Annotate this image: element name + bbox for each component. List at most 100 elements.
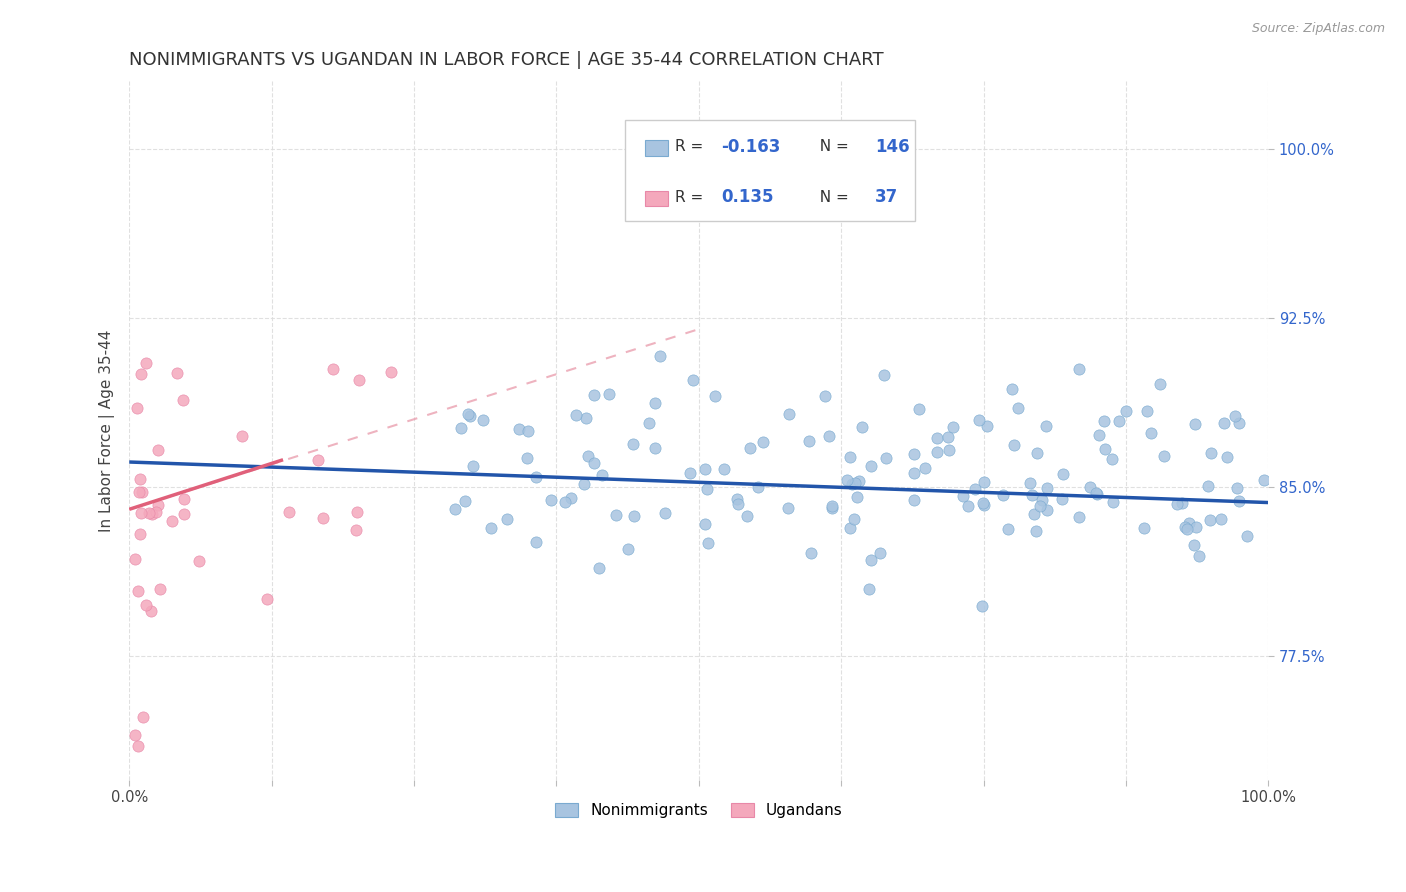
Point (312, 511, 335, 525)
Point (644, 396, 666, 410)
Point (973, 498, 995, 512)
Point (479, 521, 502, 535)
Point (682, 373, 704, 387)
Point (139, 604, 162, 618)
Point (973, 475, 995, 489)
Point (1092, 414, 1115, 428)
Point (582, 457, 605, 471)
Point (621, 437, 644, 451)
Point (516, 451, 538, 466)
Point (738, 441, 761, 455)
Point (727, 497, 749, 511)
Point (1188, 549, 1211, 563)
Point (1052, 467, 1074, 481)
Point (967, 413, 990, 427)
Point (1025, 446, 1047, 460)
Point (454, 494, 477, 508)
Y-axis label: In Labor Force | Age 35-44: In Labor Force | Age 35-44 (100, 329, 115, 532)
Point (1007, 401, 1029, 415)
Point (838, 521, 860, 535)
Point (173, 507, 195, 521)
Point (231, 428, 253, 442)
Point (1087, 428, 1109, 442)
Point (138, 506, 160, 520)
Point (1253, 473, 1275, 487)
Point (256, 591, 278, 606)
Point (141, 507, 163, 521)
Point (578, 450, 600, 464)
Point (965, 483, 987, 497)
Point (124, 727, 146, 741)
Point (560, 491, 582, 505)
Point (873, 368, 896, 382)
Point (1025, 524, 1047, 538)
Point (693, 462, 716, 476)
Point (598, 387, 620, 401)
FancyBboxPatch shape (645, 191, 668, 206)
Point (704, 389, 727, 403)
Point (605, 508, 627, 522)
Point (1028, 499, 1050, 513)
Point (1085, 487, 1108, 501)
Text: R =: R = (675, 190, 709, 204)
Point (127, 584, 149, 599)
Point (127, 401, 149, 415)
Point (858, 582, 880, 597)
Point (713, 462, 735, 476)
Text: 0.135: 0.135 (721, 188, 773, 206)
Point (1101, 451, 1123, 466)
Point (844, 475, 866, 490)
Point (1019, 475, 1042, 490)
Point (1031, 492, 1053, 507)
Point (540, 492, 562, 507)
Point (160, 514, 183, 528)
Point (1199, 446, 1222, 460)
Point (457, 407, 479, 421)
Point (188, 554, 211, 568)
Point (145, 505, 167, 519)
Point (993, 488, 1015, 502)
Point (1001, 383, 1024, 397)
Point (149, 582, 172, 596)
Point (461, 459, 484, 474)
Point (679, 466, 702, 480)
Point (128, 526, 150, 541)
Point (1171, 496, 1194, 510)
FancyBboxPatch shape (645, 140, 668, 156)
Point (696, 482, 718, 496)
Point (1216, 450, 1239, 464)
Point (903, 492, 925, 507)
Point (517, 424, 540, 438)
Point (644, 441, 666, 455)
Point (860, 459, 883, 474)
Point (1084, 486, 1107, 500)
Point (851, 420, 873, 434)
Text: NONIMMIGRANTS VS UGANDAN IN LABOR FORCE | AGE 35-44 CORRELATION CHART: NONIMMIGRANTS VS UGANDAN IN LABOR FORCE … (129, 51, 884, 69)
Point (936, 430, 959, 444)
Point (970, 599, 993, 613)
Point (1078, 480, 1101, 494)
Point (1149, 377, 1171, 392)
Text: 37: 37 (875, 188, 898, 206)
Point (1184, 520, 1206, 534)
Point (135, 356, 157, 370)
Point (800, 546, 823, 560)
Point (752, 435, 775, 450)
Point (1036, 481, 1059, 495)
Point (914, 460, 936, 475)
Point (1166, 497, 1188, 511)
Text: 146: 146 (875, 137, 910, 155)
Text: N =: N = (810, 190, 853, 204)
Point (623, 508, 645, 523)
Point (135, 598, 157, 612)
Point (277, 505, 299, 519)
Point (508, 422, 530, 436)
Point (1178, 516, 1201, 530)
Point (1035, 419, 1057, 434)
Point (173, 491, 195, 506)
Point (957, 499, 980, 513)
Point (976, 419, 998, 434)
Point (583, 388, 606, 402)
Point (444, 502, 467, 516)
Point (903, 466, 925, 480)
